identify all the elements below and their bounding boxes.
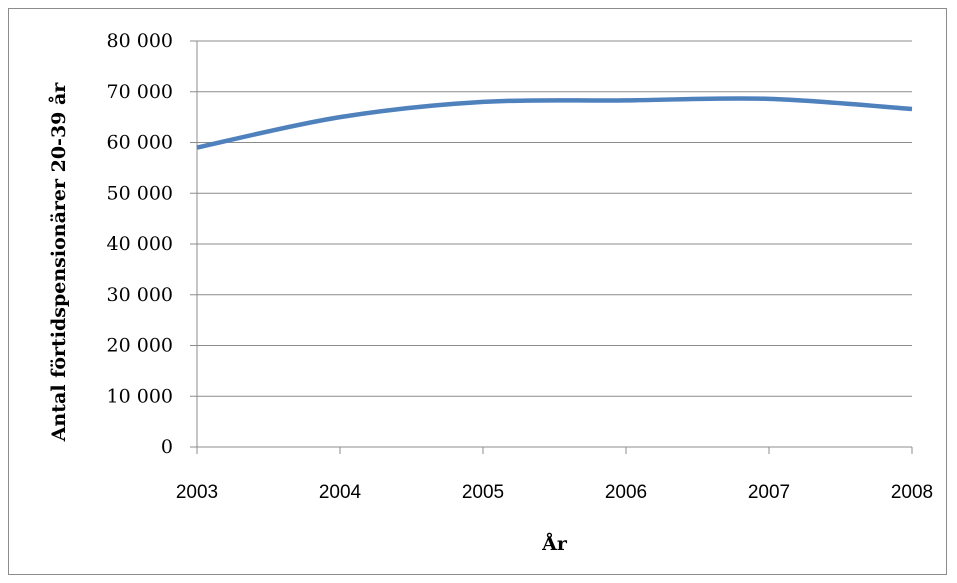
y-tick-labels: 0 10 000 20 000 30 000 40 000 50 000 60 000 70 …	[107, 30, 173, 458]
x-tick-label-2008: 2008	[891, 482, 933, 503]
x-tick-label-2006: 2006	[605, 482, 647, 503]
axes	[190, 40, 913, 454]
y-tick-label-30000: 30 000	[107, 284, 173, 306]
x-axis-title: År	[541, 532, 568, 555]
y-tick-label-10000: 10 000	[107, 385, 173, 407]
y-tick-label-20000: 20 000	[107, 335, 173, 357]
series-line-0	[196, 96, 913, 150]
x-tick-label-2003: 2003	[176, 482, 218, 503]
y-tick-label-50000: 50 000	[107, 182, 173, 204]
y-axis-title: Antal förtidspensionärer 20-39 år	[47, 82, 70, 443]
y-tick-label-80000: 80 000	[107, 30, 173, 52]
series-lines	[196, 96, 913, 150]
gridlines	[197, 40, 912, 397]
x-tick-labels: 2003 2004 2005 2006 2007 2008	[176, 482, 933, 503]
x-tick-label-2007: 2007	[748, 482, 790, 503]
y-tick-label-60000: 60 000	[107, 132, 173, 154]
x-tick-label-2004: 2004	[319, 482, 362, 503]
y-tick-label-0: 0	[161, 436, 173, 458]
y-tick-label-70000: 70 000	[107, 81, 173, 103]
x-tick-label-2005: 2005	[462, 482, 504, 503]
y-tick-label-40000: 40 000	[107, 233, 173, 255]
